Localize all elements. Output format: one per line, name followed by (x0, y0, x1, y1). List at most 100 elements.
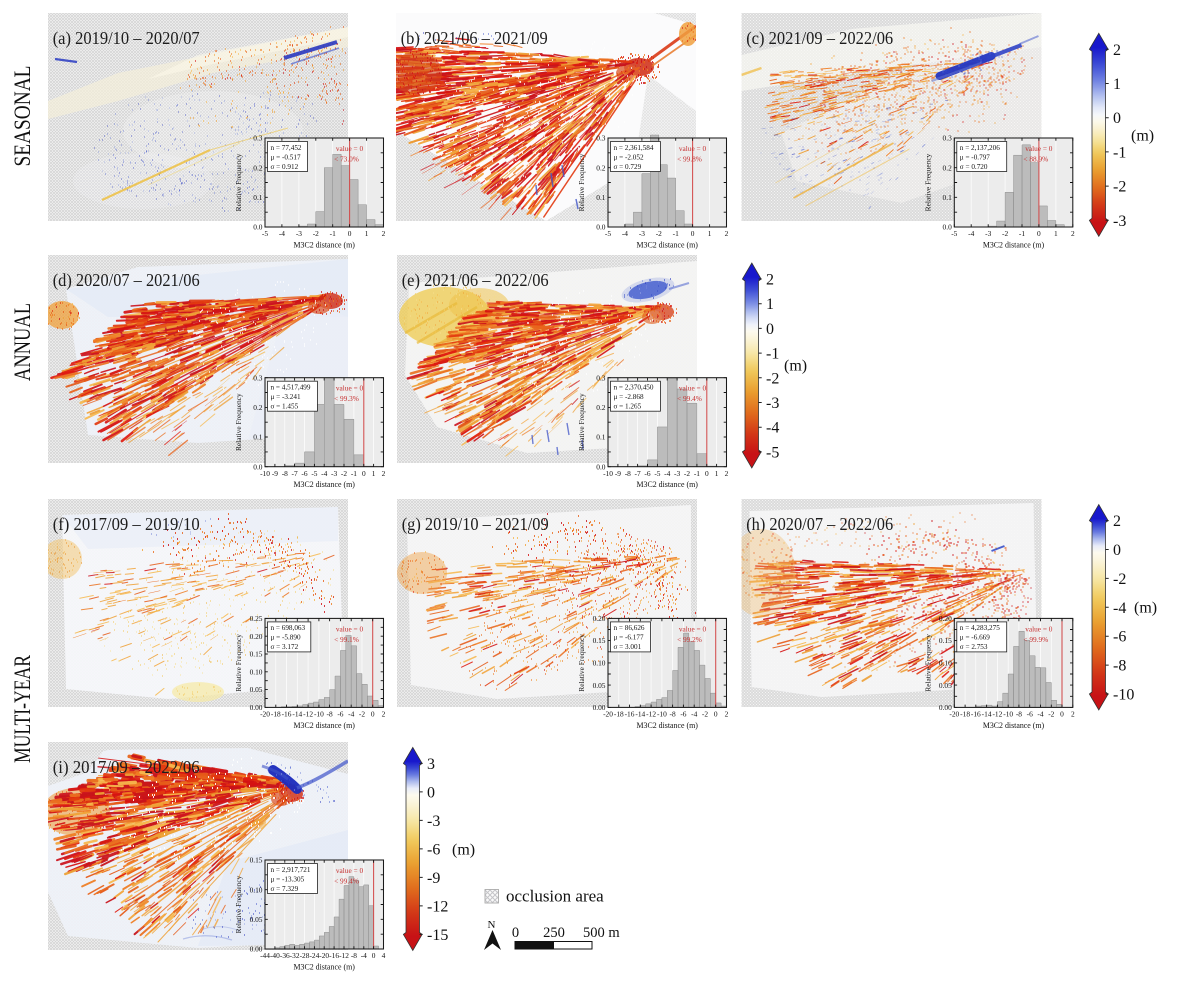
svg-text:-3: -3 (427, 813, 440, 830)
svg-text:-24: -24 (309, 951, 319, 960)
svg-text:n = 2,917,721: n = 2,917,721 (271, 866, 311, 874)
svg-text:M3C2 distance (m): M3C2 distance (m) (294, 241, 356, 250)
svg-text:-12: -12 (992, 710, 1002, 719)
svg-text:0.3: 0.3 (596, 134, 606, 143)
svg-text:-2: -2 (1002, 229, 1008, 238)
svg-text:0.10: 0.10 (250, 885, 263, 894)
svg-text:-10: -10 (657, 710, 667, 719)
svg-text:-1: -1 (766, 346, 779, 363)
svg-text:-14: -14 (982, 710, 992, 719)
svg-text:-1: -1 (694, 469, 700, 478)
svg-text:(m): (m) (452, 842, 475, 859)
svg-text:Relative Frequency: Relative Frequency (577, 153, 586, 211)
svg-text:-4: -4 (1113, 600, 1126, 617)
svg-text:(e) 2021/06 – 2022/06: (e) 2021/06 – 2022/06 (402, 270, 549, 290)
svg-text:0.15: 0.15 (593, 636, 606, 645)
svg-text:-4: -4 (361, 951, 367, 960)
svg-text:< 99.4%: < 99.4% (677, 394, 702, 403)
svg-text:250: 250 (543, 925, 565, 941)
svg-text:0: 0 (691, 229, 695, 238)
svg-text:M3C2 distance (m): M3C2 distance (m) (637, 480, 699, 489)
svg-text:-10: -10 (260, 469, 270, 478)
svg-text:ANNUAL: ANNUAL (10, 303, 35, 381)
svg-text:0.10: 0.10 (939, 659, 952, 668)
svg-text:(g) 2019/10 – 2021/09: (g) 2019/10 – 2021/09 (402, 514, 549, 534)
svg-text:(f) 2017/09 – 2019/10: (f) 2017/09 – 2019/10 (53, 514, 200, 534)
svg-text:-6: -6 (644, 469, 650, 478)
svg-text:μ = -0.797: μ = -0.797 (960, 153, 990, 161)
svg-text:-5: -5 (654, 469, 660, 478)
svg-text:-18: -18 (271, 710, 281, 719)
svg-text:< 99.4%: < 99.4% (334, 877, 359, 886)
svg-text:-20: -20 (260, 710, 270, 719)
svg-text:Relative Frequency: Relative Frequency (923, 153, 932, 211)
svg-text:-4: -4 (622, 229, 628, 238)
svg-text:μ = -5.890: μ = -5.890 (271, 634, 301, 642)
svg-text:0.25: 0.25 (250, 614, 263, 623)
svg-text:value = 0: value = 0 (336, 144, 364, 153)
svg-text:-10: -10 (603, 469, 613, 478)
svg-text:0.0: 0.0 (596, 462, 606, 471)
svg-text:0.3: 0.3 (253, 373, 263, 382)
svg-text:σ = 0.729: σ = 0.729 (614, 163, 642, 171)
svg-text:-12: -12 (339, 951, 349, 960)
svg-text:2: 2 (382, 710, 386, 719)
svg-text:-5: -5 (262, 229, 268, 238)
svg-text:-20: -20 (949, 710, 959, 719)
svg-text:0.00: 0.00 (593, 703, 606, 712)
svg-text:value = 0: value = 0 (679, 384, 707, 393)
svg-text:σ = 2.753: σ = 2.753 (960, 643, 988, 651)
svg-text:M3C2 distance (m): M3C2 distance (m) (294, 480, 356, 489)
svg-text:0.0: 0.0 (596, 223, 606, 232)
svg-text:μ = -0.517: μ = -0.517 (271, 153, 301, 161)
svg-text:Relative Frequency: Relative Frequency (234, 875, 243, 933)
svg-text:μ = -2.868: μ = -2.868 (614, 393, 644, 401)
svg-text:(m): (m) (1134, 600, 1157, 617)
svg-text:0.2: 0.2 (596, 403, 606, 412)
svg-text:2: 2 (1071, 229, 1075, 238)
svg-text:-1: -1 (330, 229, 336, 238)
svg-text:-4: -4 (279, 229, 285, 238)
svg-text:0.1: 0.1 (253, 433, 263, 442)
svg-text:(a) 2019/10 – 2020/07: (a) 2019/10 – 2020/07 (53, 28, 200, 48)
svg-text:0.0: 0.0 (253, 462, 263, 471)
svg-text:Relative Frequency: Relative Frequency (923, 634, 932, 692)
svg-text:Relative Frequency: Relative Frequency (577, 393, 586, 451)
svg-text:value = 0: value = 0 (1025, 144, 1053, 153)
svg-text:< 99.2%: < 99.2% (677, 635, 702, 644)
svg-text:-2: -2 (1113, 571, 1126, 588)
svg-text:(h) 2020/07 – 2022/06: (h) 2020/07 – 2022/06 (746, 514, 893, 534)
svg-text:(c) 2021/09 – 2022/06: (c) 2021/09 – 2022/06 (746, 28, 893, 48)
svg-text:-16: -16 (625, 710, 635, 719)
svg-text:-15: -15 (427, 927, 448, 944)
svg-text:-3: -3 (296, 229, 302, 238)
svg-text:0.2: 0.2 (596, 163, 606, 172)
svg-text:-32: -32 (290, 951, 300, 960)
svg-text:< 73.0%: < 73.0% (334, 155, 359, 164)
svg-text:-1: -1 (673, 229, 679, 238)
svg-text:0.15: 0.15 (250, 650, 263, 659)
svg-text:-2: -2 (313, 229, 319, 238)
svg-text:0.05: 0.05 (250, 915, 263, 924)
svg-text:-8: -8 (327, 710, 333, 719)
svg-text:M3C2 distance (m): M3C2 distance (m) (637, 721, 699, 730)
svg-text:-6: -6 (680, 710, 686, 719)
svg-text:0: 0 (371, 710, 375, 719)
svg-text:value = 0: value = 0 (679, 624, 707, 633)
svg-text:0: 0 (714, 710, 718, 719)
svg-text:0: 0 (1037, 229, 1041, 238)
svg-text:n = 4,517,499: n = 4,517,499 (271, 384, 311, 392)
svg-text:-12: -12 (427, 898, 448, 915)
svg-text:0.15: 0.15 (939, 636, 952, 645)
svg-text:σ = 3.001: σ = 3.001 (614, 643, 642, 651)
svg-text:0: 0 (427, 784, 435, 801)
svg-text:0.05: 0.05 (250, 685, 263, 694)
svg-text:2: 2 (382, 229, 386, 238)
svg-text:-2: -2 (1113, 179, 1126, 196)
svg-text:0.00: 0.00 (939, 703, 952, 712)
svg-text:N: N (488, 919, 496, 931)
svg-text:2: 2 (725, 229, 729, 238)
svg-text:< 99.8%: < 99.8% (677, 155, 702, 164)
svg-text:μ = -13.305: μ = -13.305 (271, 875, 305, 883)
svg-text:-16: -16 (329, 951, 339, 960)
